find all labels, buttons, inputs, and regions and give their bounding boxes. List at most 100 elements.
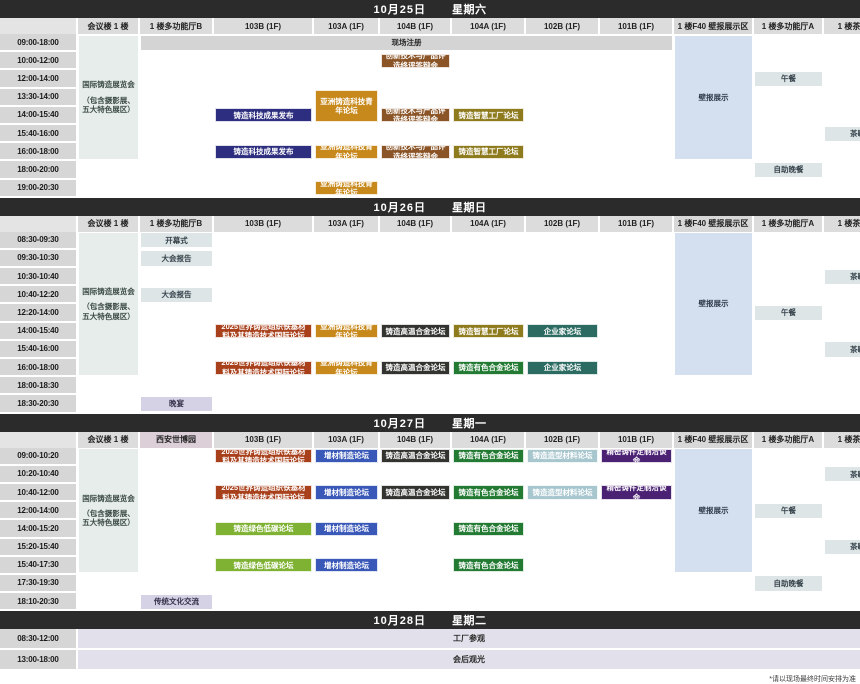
last-day-activity[interactable]: 会后观光 [78, 650, 860, 670]
block-break[interactable]: 大会报告 [141, 251, 212, 266]
empty-slot [526, 124, 600, 142]
empty-slot [754, 395, 824, 412]
session-block[interactable]: 2025世界铸造组织铁基材料及其铸造技术国际论坛 [215, 449, 312, 464]
empty-slot [380, 395, 452, 412]
time-slot-label: 17:30-19:30 [0, 574, 78, 592]
session-block[interactable]: 亚洲铸造科技青年论坛 [315, 90, 378, 123]
empty-slot [526, 304, 600, 321]
session-block[interactable]: 增材制造论坛 [315, 485, 378, 500]
session-block[interactable]: 铸造造型材料论坛 [527, 485, 598, 500]
day-banner-3: 10月27日 星期一 [0, 413, 860, 432]
session-block[interactable]: 铸造科技成果发布 [215, 144, 312, 159]
block-break[interactable]: 自助晚餐 [755, 576, 822, 591]
block-title: 茶歇 [850, 271, 860, 281]
empty-slot [314, 593, 380, 610]
session-block[interactable]: 创新技术与产品评选终评答辩会 [381, 144, 450, 159]
empty-slot [214, 340, 314, 357]
time-slot-label: 10:00-12:00 [0, 52, 78, 69]
block-expo: 国际铸造展览会 （包含摄影展、五大特色展区） [79, 35, 138, 159]
session-block[interactable]: 铸造高温合金论坛 [381, 360, 450, 375]
session-block[interactable]: 铸造有色合金论坛 [453, 449, 524, 464]
session-block[interactable]: 铸造有色合金论坛 [453, 521, 524, 537]
block-title: 铸造造型材料论坛 [532, 487, 593, 497]
block-break[interactable]: 开幕式 [141, 233, 212, 248]
session-block[interactable]: 铸造造型材料论坛 [527, 449, 598, 464]
schedule-row: 12:00-14:00 [0, 502, 860, 521]
session-block[interactable]: 铸造绿色低碳论坛 [215, 558, 312, 573]
session-block[interactable]: 铸造有色合金论坛 [453, 558, 524, 573]
session-block[interactable]: 铸造科技成果发布 [215, 108, 312, 123]
empty-slot [214, 502, 314, 519]
block-break[interactable]: 茶歇 [825, 342, 860, 357]
session-block[interactable]: 铸造高温合金论坛 [381, 449, 450, 464]
empty-slot [754, 465, 824, 482]
block-title: 铸造科技成果发布 [233, 147, 294, 157]
block-title: 铸造智慧工厂论坛 [458, 110, 519, 120]
last-day-activity[interactable]: 工厂参观 [78, 629, 860, 649]
block-break[interactable]: 茶歇 [825, 269, 860, 284]
block-break[interactable]: 茶歇 [825, 540, 860, 555]
session-block[interactable]: 铸造高温合金论坛 [381, 324, 450, 339]
block-break[interactable]: 午餐 [755, 71, 822, 87]
block-break[interactable]: 午餐 [755, 305, 822, 321]
venue-header-10: 1 楼多功能厅A [754, 431, 824, 448]
empty-slot [824, 520, 860, 537]
venue-header-1: 会议楼 1 楼 [78, 431, 140, 448]
block-break[interactable]: 大会报告 [141, 287, 212, 302]
session-block[interactable]: 亚洲铸造科技青年论坛 [315, 324, 378, 339]
session-block[interactable]: 创新技术与产品评选终评答辩会 [381, 108, 450, 123]
block-break[interactable]: 午餐 [755, 503, 822, 518]
empty-slot [314, 286, 380, 303]
last-day-row: 08:30-12:00 工厂参观 [0, 629, 860, 651]
session-block[interactable]: 亚洲铸造科技青年论坛 [315, 360, 378, 375]
session-block[interactable]: 2025世界铸造组织铁基材料及其铸造技术国际论坛 [215, 360, 312, 375]
empty-slot [140, 304, 214, 321]
session-block[interactable]: 增材制造论坛 [315, 521, 378, 537]
block-title: 创新技术与产品评选终评答辩会 [385, 144, 446, 159]
empty-slot [380, 520, 452, 537]
block-title: 铸造绿色低碳论坛 [233, 560, 294, 570]
session-block[interactable]: 亚洲铸造科技青年论坛 [315, 181, 378, 196]
session-block[interactable]: 铸造智慧工厂论坛 [453, 108, 524, 123]
empty-slot [526, 268, 600, 285]
session-block[interactable]: 铸造绿色低碳论坛 [215, 521, 312, 537]
block-registration[interactable]: 现场注册 [141, 35, 672, 50]
session-block[interactable]: 2025世界铸造组织铁基材料及其铸造技术国际论坛 [215, 324, 312, 339]
empty-slot [78, 593, 140, 610]
session-block[interactable]: 铸造有色合金论坛 [453, 485, 524, 500]
empty-slot [314, 538, 380, 555]
session-block[interactable]: 创新技术与产品评选终评答辩会 [381, 53, 450, 68]
empty-slot [140, 502, 214, 519]
empty-slot [600, 359, 674, 376]
session-block[interactable]: 铸造智慧工厂论坛 [453, 144, 524, 159]
empty-slot [754, 340, 824, 357]
empty-slot [452, 70, 526, 87]
block-break[interactable]: 自助晚餐 [755, 162, 822, 178]
empty-slot [314, 502, 380, 519]
session-block[interactable]: 企业家论坛 [527, 360, 598, 375]
block-title: 企业家论坛 [543, 326, 582, 336]
time-slot-label: 16:00-18:00 [0, 143, 78, 160]
session-block[interactable]: 企业家论坛 [527, 324, 598, 339]
session-block[interactable]: 铸造高温合金论坛 [381, 485, 450, 500]
block-break[interactable]: 茶歇 [825, 467, 860, 482]
session-block[interactable]: 精密铸件定制洽谈会 [601, 485, 672, 500]
venue-header-2: 1 楼多功能厅B [140, 215, 214, 232]
session-block[interactable]: 增材制造论坛 [315, 558, 378, 573]
session-block[interactable]: 2025世界铸造组织铁基材料及其铸造技术国际论坛 [215, 485, 312, 500]
venue-header-7: 102B (1F) [526, 215, 600, 232]
session-block[interactable]: 铸造智慧工厂论坛 [453, 324, 524, 339]
empty-slot [140, 322, 214, 339]
session-block[interactable]: 增材制造论坛 [315, 449, 378, 464]
session-block[interactable]: 精密铸件定制洽谈会 [601, 449, 672, 464]
block-banquet[interactable]: 晚宴 [141, 396, 212, 412]
session-block[interactable]: 铸造有色合金论坛 [453, 360, 524, 375]
empty-slot [674, 161, 754, 178]
empty-slot [214, 161, 314, 178]
block-break[interactable]: 茶歇 [825, 126, 860, 141]
empty-slot [214, 88, 314, 105]
session-block[interactable]: 亚洲铸造科技青年论坛 [315, 144, 378, 159]
block-banquet[interactable]: 传统文化交流 [141, 594, 212, 609]
empty-slot [380, 70, 452, 87]
